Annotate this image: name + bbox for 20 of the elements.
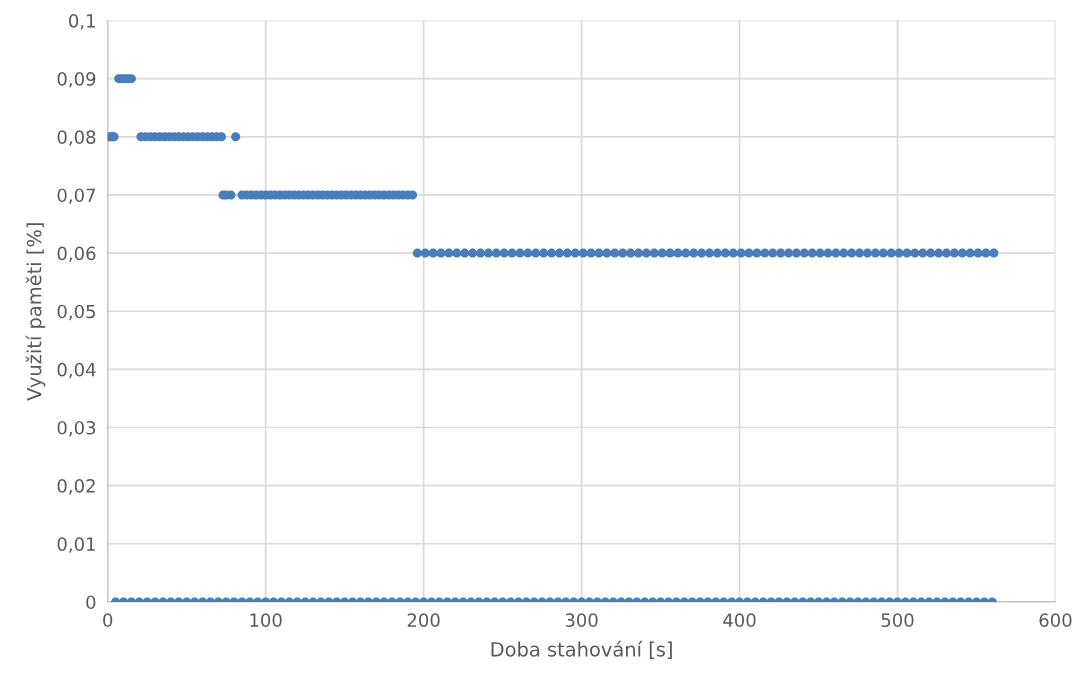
x-tick-label: 400 [723, 613, 756, 628]
y-tick-label: 0,09 [57, 72, 96, 88]
x-tick-label: 200 [407, 613, 440, 628]
y-tick-label: 0,1 [69, 13, 95, 30]
y-tick-label: 0,08 [57, 130, 96, 146]
y-tick-label: 0,01 [57, 537, 95, 553]
y-tick-label: 0 [86, 595, 96, 610]
y-tick-label: 0,04 [57, 362, 96, 379]
x-tick-label: 600 [1039, 613, 1072, 628]
x-tick-label: 300 [565, 613, 598, 628]
y-tick-label: 0,05 [57, 304, 96, 321]
x-axis-title: Doba stahování [s] [491, 640, 672, 659]
x-tick-label: 100 [250, 613, 282, 628]
y-axis-title: Využití paměti [%] [25, 223, 46, 401]
y-tick-label: 0,03 [57, 420, 96, 437]
x-tick-label: 0 [103, 613, 113, 628]
x-tick-label: 500 [881, 613, 914, 628]
y-tick-label: 0,06 [57, 246, 96, 263]
y-tick-label: 0,07 [57, 188, 96, 204]
y-tick-label: 0,02 [57, 479, 95, 495]
